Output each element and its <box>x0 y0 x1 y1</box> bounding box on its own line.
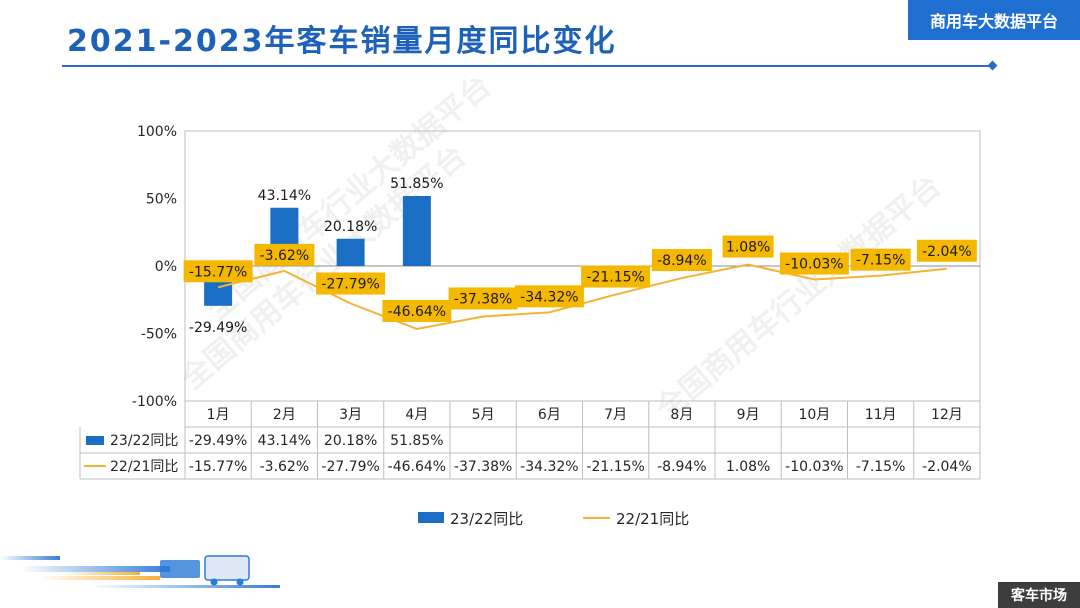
bar-data-label: 43.14% <box>258 188 311 204</box>
label-box <box>651 249 712 272</box>
legend-label: 23/22同比 <box>450 510 523 528</box>
bar <box>402 196 431 266</box>
table-cell: -34.32% <box>520 459 578 475</box>
label-box <box>779 252 849 275</box>
watermark-text: 全国商用车行业大数据平台 <box>649 169 948 428</box>
page-title: 2021-2023年客车销量月度同比变化 <box>67 24 617 59</box>
x-tick-label: 4月 <box>405 407 428 423</box>
table-cell: -29.49% <box>189 433 247 449</box>
line-data-label: -15.77% <box>183 260 253 283</box>
label-box <box>183 260 253 283</box>
y-tick-label: 0% <box>155 259 177 275</box>
label-text: 1.08% <box>726 240 770 256</box>
table-cell: -37.38% <box>454 459 512 475</box>
label-text: -34.32% <box>520 289 578 305</box>
line-data-label: -3.62% <box>254 243 315 266</box>
label-box <box>850 248 911 271</box>
line-data-label: -10.03% <box>779 252 849 275</box>
x-tick-label: 11月 <box>865 407 897 423</box>
table-series-name: 23/22同比 <box>110 433 178 449</box>
line-data-label: -34.32% <box>514 285 584 308</box>
label-text: -46.64% <box>388 304 446 320</box>
table-cell: -8.94% <box>657 459 707 475</box>
label-text: -7.15% <box>856 253 906 269</box>
table-cell: -21.15% <box>586 459 644 475</box>
y-tick-label: -50% <box>141 327 177 343</box>
table-cell: 43.14% <box>258 433 311 449</box>
line-data-label: -37.38% <box>448 287 518 310</box>
line-data-label: -21.15% <box>581 265 651 288</box>
x-tick-label: 8月 <box>670 407 693 423</box>
x-tick-label: 3月 <box>339 407 362 423</box>
table-cell: -15.77% <box>189 459 247 475</box>
table-legend-key <box>86 436 104 445</box>
table-cell: -27.79% <box>321 459 379 475</box>
x-tick-label: 6月 <box>538 407 561 423</box>
table-cell: -7.15% <box>856 459 906 475</box>
label-text: -3.62% <box>260 248 310 264</box>
label-text: -37.38% <box>454 291 512 307</box>
label-text: -27.79% <box>321 277 379 293</box>
bar <box>336 238 365 266</box>
line-data-label: -8.94% <box>651 249 712 272</box>
line-data-label: -46.64% <box>382 299 452 322</box>
table-cell: 1.08% <box>726 459 770 475</box>
label-box <box>514 285 584 308</box>
line-data-label: -7.15% <box>850 248 911 271</box>
label-box <box>581 265 651 288</box>
table-cell: -46.64% <box>388 459 446 475</box>
x-tick-label: 2月 <box>273 407 296 423</box>
y-tick-label: 50% <box>146 192 177 208</box>
footer-tag: 客车市场 <box>998 582 1080 608</box>
label-box <box>722 235 774 258</box>
legend-label: 22/21同比 <box>616 510 689 528</box>
x-tick-label: 9月 <box>737 407 760 423</box>
x-tick-label: 5月 <box>472 407 495 423</box>
label-text: -15.77% <box>189 264 247 280</box>
table-cell: -2.04% <box>922 459 972 475</box>
label-text: -10.03% <box>785 257 843 273</box>
legend-key-bar <box>418 512 444 523</box>
label-box <box>316 272 386 295</box>
title-underline <box>62 65 994 67</box>
bar-data-label: 20.18% <box>324 219 377 235</box>
table-cell: 20.18% <box>324 433 377 449</box>
y-tick-label: -100% <box>132 394 177 410</box>
label-box <box>448 287 518 310</box>
label-box <box>254 243 315 266</box>
label-box <box>382 299 452 322</box>
x-tick-label: 1月 <box>207 407 230 423</box>
brand-badge: 商用车大数据平台 <box>908 0 1080 40</box>
label-text: -21.15% <box>586 270 644 286</box>
truck-decoration <box>0 555 280 588</box>
table-cell: -3.62% <box>260 459 310 475</box>
y-tick-label: 100% <box>137 124 177 140</box>
label-text: -2.04% <box>922 244 972 260</box>
x-tick-label: 12月 <box>931 407 963 423</box>
table-series-name: 22/21同比 <box>110 459 178 475</box>
label-box <box>916 239 977 262</box>
line-data-label: -2.04% <box>916 239 977 262</box>
x-tick-label: 7月 <box>604 407 627 423</box>
line-data-label: -27.79% <box>316 272 386 295</box>
label-text: -8.94% <box>657 253 707 269</box>
table-cell: 51.85% <box>390 433 443 449</box>
x-tick-label: 10月 <box>798 407 830 423</box>
bar-data-label: -29.49% <box>189 320 247 336</box>
line-data-label: 1.08% <box>722 235 774 258</box>
table-cell: -10.03% <box>785 459 843 475</box>
bar-data-label: 51.85% <box>390 176 443 192</box>
